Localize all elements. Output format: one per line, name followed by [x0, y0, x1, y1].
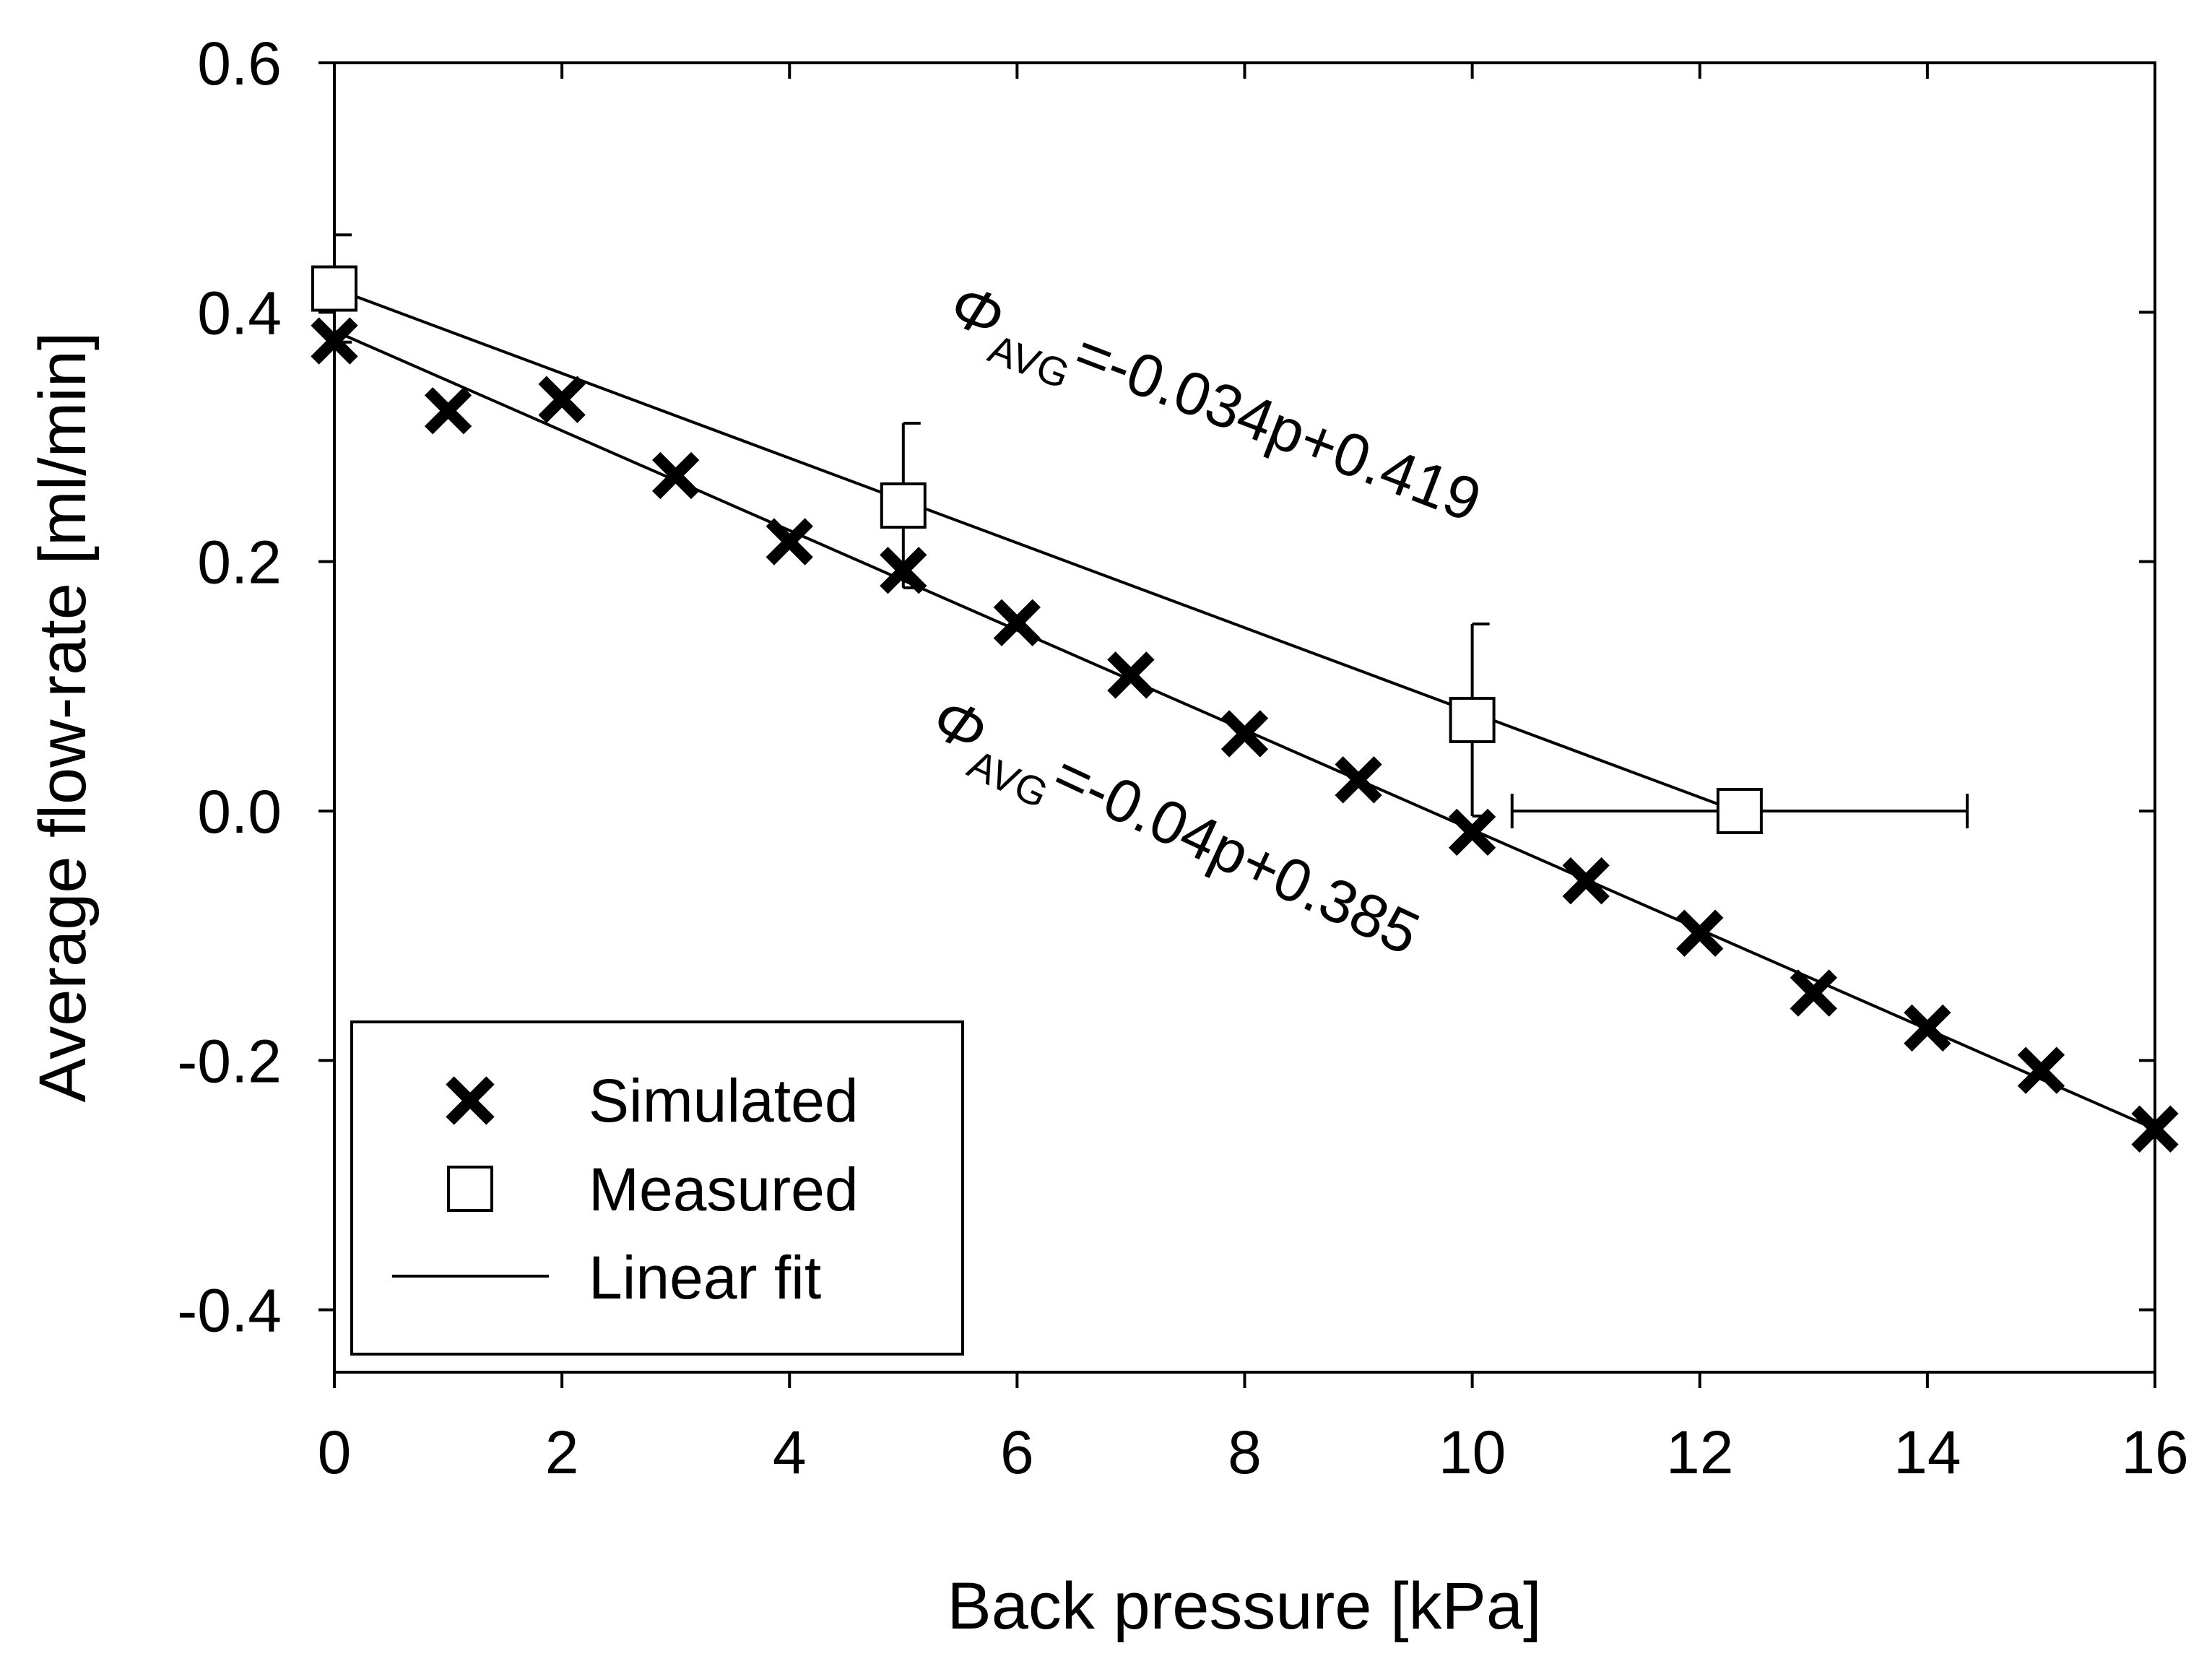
x-tick-label: 0 — [318, 1418, 352, 1486]
measured-series — [311, 265, 1763, 834]
x-tick-label: 6 — [1000, 1418, 1034, 1486]
x-axis: 0 2 4 6 8 10 12 14 16 — [318, 63, 2189, 1486]
simulated-point-stroke — [424, 387, 472, 435]
legend-label-simulated: Simulated — [589, 1067, 859, 1135]
x-tick-label: 16 — [2121, 1418, 2188, 1486]
simulated-point-stroke — [538, 376, 586, 423]
legend-label-measured: Measured — [589, 1156, 859, 1223]
x-axis-title: Back pressure [kPa] — [947, 1569, 1541, 1643]
legend-simulated-marker — [446, 1076, 495, 1125]
y-tick-label: 0.6 — [197, 30, 282, 97]
simulated-point — [2131, 1105, 2179, 1153]
measured-point — [1449, 696, 1496, 743]
simulated-point — [2017, 1046, 2065, 1094]
simulated-point-stroke — [1448, 808, 1496, 857]
simulated-point — [1107, 651, 1155, 699]
simulated-point — [993, 599, 1041, 646]
fit-annotation-simulated: ΦAVG=-0.04p+0.385 — [915, 683, 1429, 984]
x-tick-label: 12 — [1666, 1418, 1733, 1486]
simulated-point — [1448, 808, 1496, 857]
simulated-point-stroke — [1107, 651, 1155, 699]
simulated-point — [1676, 909, 1724, 957]
simulated-point — [880, 547, 927, 594]
x-tick-label: 10 — [1439, 1418, 1506, 1486]
y-tick-label: 0.4 — [197, 279, 282, 347]
svg-text:ΦAVG=-0.04p+0.385: ΦAVG=-0.04p+0.385 — [915, 683, 1429, 984]
simulated-point — [424, 387, 472, 435]
measured-point — [880, 482, 927, 529]
svg-text:ΦAVG=-0.034p+0.419: ΦAVG=-0.034p+0.419 — [935, 270, 1490, 551]
legend-measured-marker — [447, 1166, 493, 1212]
simulated-point-stroke — [1562, 857, 1610, 905]
measured-point — [311, 265, 357, 312]
y-tick-label: 0.2 — [197, 529, 282, 597]
simulated-point-stroke — [765, 518, 813, 565]
simulated-point — [538, 376, 586, 423]
simulated-point-stroke — [1220, 710, 1269, 758]
simulated-point-stroke — [2131, 1105, 2179, 1153]
x-tick-label: 4 — [773, 1418, 807, 1486]
simulated-point-stroke — [880, 547, 927, 594]
simulated-point — [1220, 710, 1269, 758]
simulated-point — [765, 518, 813, 565]
y-axis-title: Average flow-rate [ml/min] — [26, 332, 100, 1103]
error-bars — [333, 233, 1969, 828]
fit-line — [334, 287, 1740, 814]
simulated-point-stroke — [1790, 969, 1837, 1017]
simulated-point-stroke — [1676, 909, 1724, 957]
simulated-point — [1904, 1004, 1951, 1052]
simulated-series — [311, 317, 2179, 1153]
simulated-point — [1790, 969, 1837, 1017]
annotation-subscript: AVG — [983, 326, 1076, 398]
simulated-point-stroke — [652, 451, 700, 500]
x-tick-label: 8 — [1228, 1418, 1262, 1486]
legend-label-linear-fit: Linear fit — [589, 1244, 821, 1312]
simulated-point-stroke — [1335, 756, 1382, 804]
fit-annotation-measured: ΦAVG=-0.034p+0.419 — [935, 270, 1491, 551]
annotation-subscript: AVG — [961, 741, 1055, 817]
x-tick-label: 2 — [545, 1418, 579, 1486]
x-tick-label: 14 — [1894, 1418, 1961, 1486]
simulated-point — [652, 451, 700, 500]
simulated-point-stroke — [993, 599, 1041, 646]
simulated-point-stroke — [311, 317, 358, 365]
legend: Simulated Measured Linear fit — [350, 1020, 964, 1356]
annotation-equation: =-0.034p+0.419 — [1066, 318, 1491, 534]
y-tick-label: -0.2 — [177, 1027, 282, 1095]
simulated-point — [1562, 857, 1610, 905]
simulated-point-stroke — [2017, 1046, 2065, 1094]
measured-point — [1716, 788, 1763, 834]
y-axis: 0.6 0.4 0.2 0.0 -0.2 -0.4 — [177, 30, 2155, 1345]
simulated-point — [1335, 756, 1382, 804]
simulated-point-stroke — [1904, 1004, 1951, 1052]
y-tick-label: 0.0 — [197, 778, 282, 846]
simulated-point — [311, 317, 358, 365]
y-tick-label: -0.4 — [177, 1277, 282, 1345]
